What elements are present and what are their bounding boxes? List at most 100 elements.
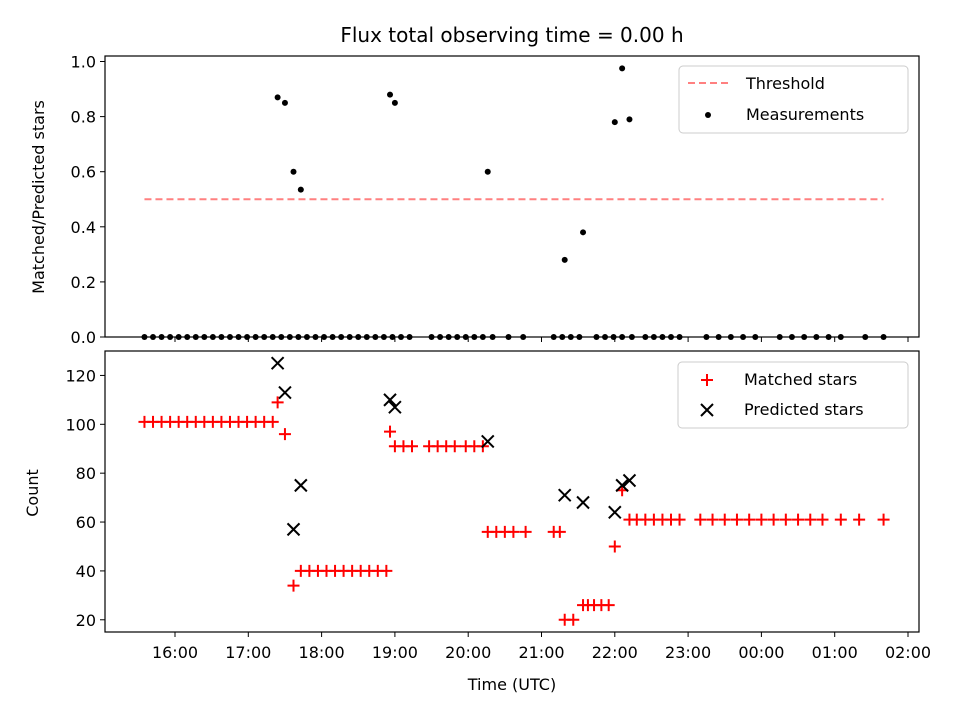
- matched-star-point: [287, 579, 300, 592]
- matched-star-point: [608, 540, 621, 553]
- bottom-y-axis-label: Count: [23, 469, 42, 517]
- measurement-point: [387, 91, 394, 98]
- matched-star-point: [743, 513, 756, 526]
- predicted-star-point: [622, 473, 637, 488]
- x-tick-label: 00:00: [738, 643, 784, 662]
- predicted-star-point: [286, 522, 301, 537]
- matched-star-point: [755, 513, 768, 526]
- x-tick-label: 20:00: [445, 643, 491, 662]
- matched-star-point: [448, 440, 461, 453]
- x-tick-label: 23:00: [665, 643, 711, 662]
- predicted-star-point: [558, 488, 572, 502]
- x-tick-label: 18:00: [299, 643, 345, 662]
- legend-measurements-label: Measurements: [746, 105, 864, 124]
- x-tick-label: 17:00: [225, 643, 271, 662]
- matched-star-point: [877, 513, 890, 526]
- bottom-y-tick-label: 100: [65, 415, 96, 434]
- predicted-star-point: [388, 400, 402, 414]
- bottom-y-tick-label: 80: [76, 464, 96, 483]
- top-legend: Threshold Measurements: [678, 65, 909, 134]
- x-tick-label: 21:00: [518, 643, 564, 662]
- matched-star-point: [673, 513, 686, 526]
- matched-star-point: [406, 440, 419, 453]
- top-y-axis: 0.0 0.2 0.4 0.6 0.8 1.0: [71, 53, 105, 347]
- matched-star-point: [266, 415, 279, 428]
- predicted-star-point: [576, 495, 590, 510]
- measurement-point: [626, 116, 633, 123]
- matched-star-point: [834, 513, 847, 526]
- bottom-x-axis: 16:00 17:00 18:00 19:00 20:00 21:00 22:00 23:00…: [152, 632, 931, 662]
- matched-star-point: [271, 396, 284, 409]
- bottom-y-axis: 20 40 60 80 100 120: [65, 366, 105, 630]
- x-tick-label: 02:00: [885, 643, 931, 662]
- matched-star-point: [380, 564, 393, 577]
- matched-star-point: [767, 513, 780, 526]
- legend-matched-label: Matched stars: [744, 370, 857, 389]
- matched-star-point: [519, 525, 532, 538]
- matched-star-point: [694, 513, 707, 526]
- matched-star-point: [718, 513, 731, 526]
- matched-star-point: [804, 513, 817, 526]
- measurement-point: [484, 168, 491, 175]
- top-y-tick-label: 0.0: [71, 328, 96, 347]
- measurement-point: [290, 168, 297, 175]
- matched-star-point: [278, 428, 291, 441]
- matched-star-point: [567, 613, 580, 626]
- x-tick-label: 16:00: [152, 643, 198, 662]
- measurement-point: [281, 99, 288, 106]
- top-y-tick-label: 0.4: [71, 218, 96, 237]
- matched-star-point: [507, 525, 520, 538]
- predicted-star-point: [294, 478, 308, 493]
- predicted-star-point: [278, 385, 292, 400]
- predicted-star-point: [270, 356, 285, 370]
- legend-predicted-label: Predicted stars: [744, 400, 864, 419]
- bottom-panel: Count Time (UTC) 20 40 60 80 100 120 16:00 17:…: [23, 350, 931, 694]
- top-y-tick-label: 1.0: [71, 53, 96, 72]
- top-y-tick-label: 0.6: [71, 163, 96, 182]
- predicted-star-point: [608, 505, 622, 519]
- measurement-point: [297, 186, 304, 193]
- matched-star-point: [730, 513, 743, 526]
- measurement-point: [580, 229, 587, 236]
- measurement-point: [561, 256, 568, 263]
- top-axes-frame: [104, 55, 920, 338]
- matched-star-point: [553, 525, 566, 538]
- matched-star-point: [706, 513, 719, 526]
- top-y-axis-label: Matched/Predicted stars: [29, 100, 48, 294]
- predicted-star-point: [383, 393, 397, 407]
- legend-matched-swatch: [701, 374, 713, 386]
- matched-star-point: [602, 599, 615, 612]
- top-panel: Flux total observing time = 0.00 h Match…: [29, 23, 920, 347]
- top-y-tick-label: 0.2: [71, 273, 96, 292]
- bottom-y-tick-label: 40: [76, 562, 96, 581]
- x-tick-label: 22:00: [592, 643, 638, 662]
- bottom-axes-frame: [104, 350, 920, 633]
- bottom-y-tick-label: 20: [76, 611, 96, 630]
- measurement-point: [619, 65, 626, 72]
- measurement-point: [274, 94, 281, 101]
- matched-star-point: [816, 513, 829, 526]
- matched-star-point: [792, 513, 805, 526]
- predicted-star-point: [615, 478, 629, 493]
- legend-measurements-swatch: [705, 112, 711, 118]
- matched-star-point: [779, 513, 792, 526]
- top-y-tick-label: 0.8: [71, 108, 96, 127]
- x-axis-label: Time (UTC): [467, 675, 556, 694]
- x-tick-label: 01:00: [812, 643, 858, 662]
- matched-star-point: [384, 425, 397, 438]
- measurement-point: [611, 119, 618, 126]
- legend-threshold-label: Threshold: [745, 74, 825, 93]
- bottom-plot-area: [138, 356, 890, 626]
- bottom-y-tick-label: 120: [65, 366, 96, 385]
- top-legend-box: [678, 65, 909, 134]
- legend-predicted-swatch: [700, 403, 714, 417]
- matched-star-point: [853, 513, 866, 526]
- bottom-y-tick-label: 60: [76, 513, 96, 532]
- bottom-legend: Matched stars Predicted stars: [677, 361, 909, 429]
- x-tick-label: 19:00: [372, 643, 418, 662]
- bottom-legend-box: [677, 361, 909, 429]
- measurement-point: [391, 99, 398, 106]
- chart-title: Flux total observing time = 0.00 h: [340, 23, 683, 47]
- predicted-star-point: [481, 434, 495, 449]
